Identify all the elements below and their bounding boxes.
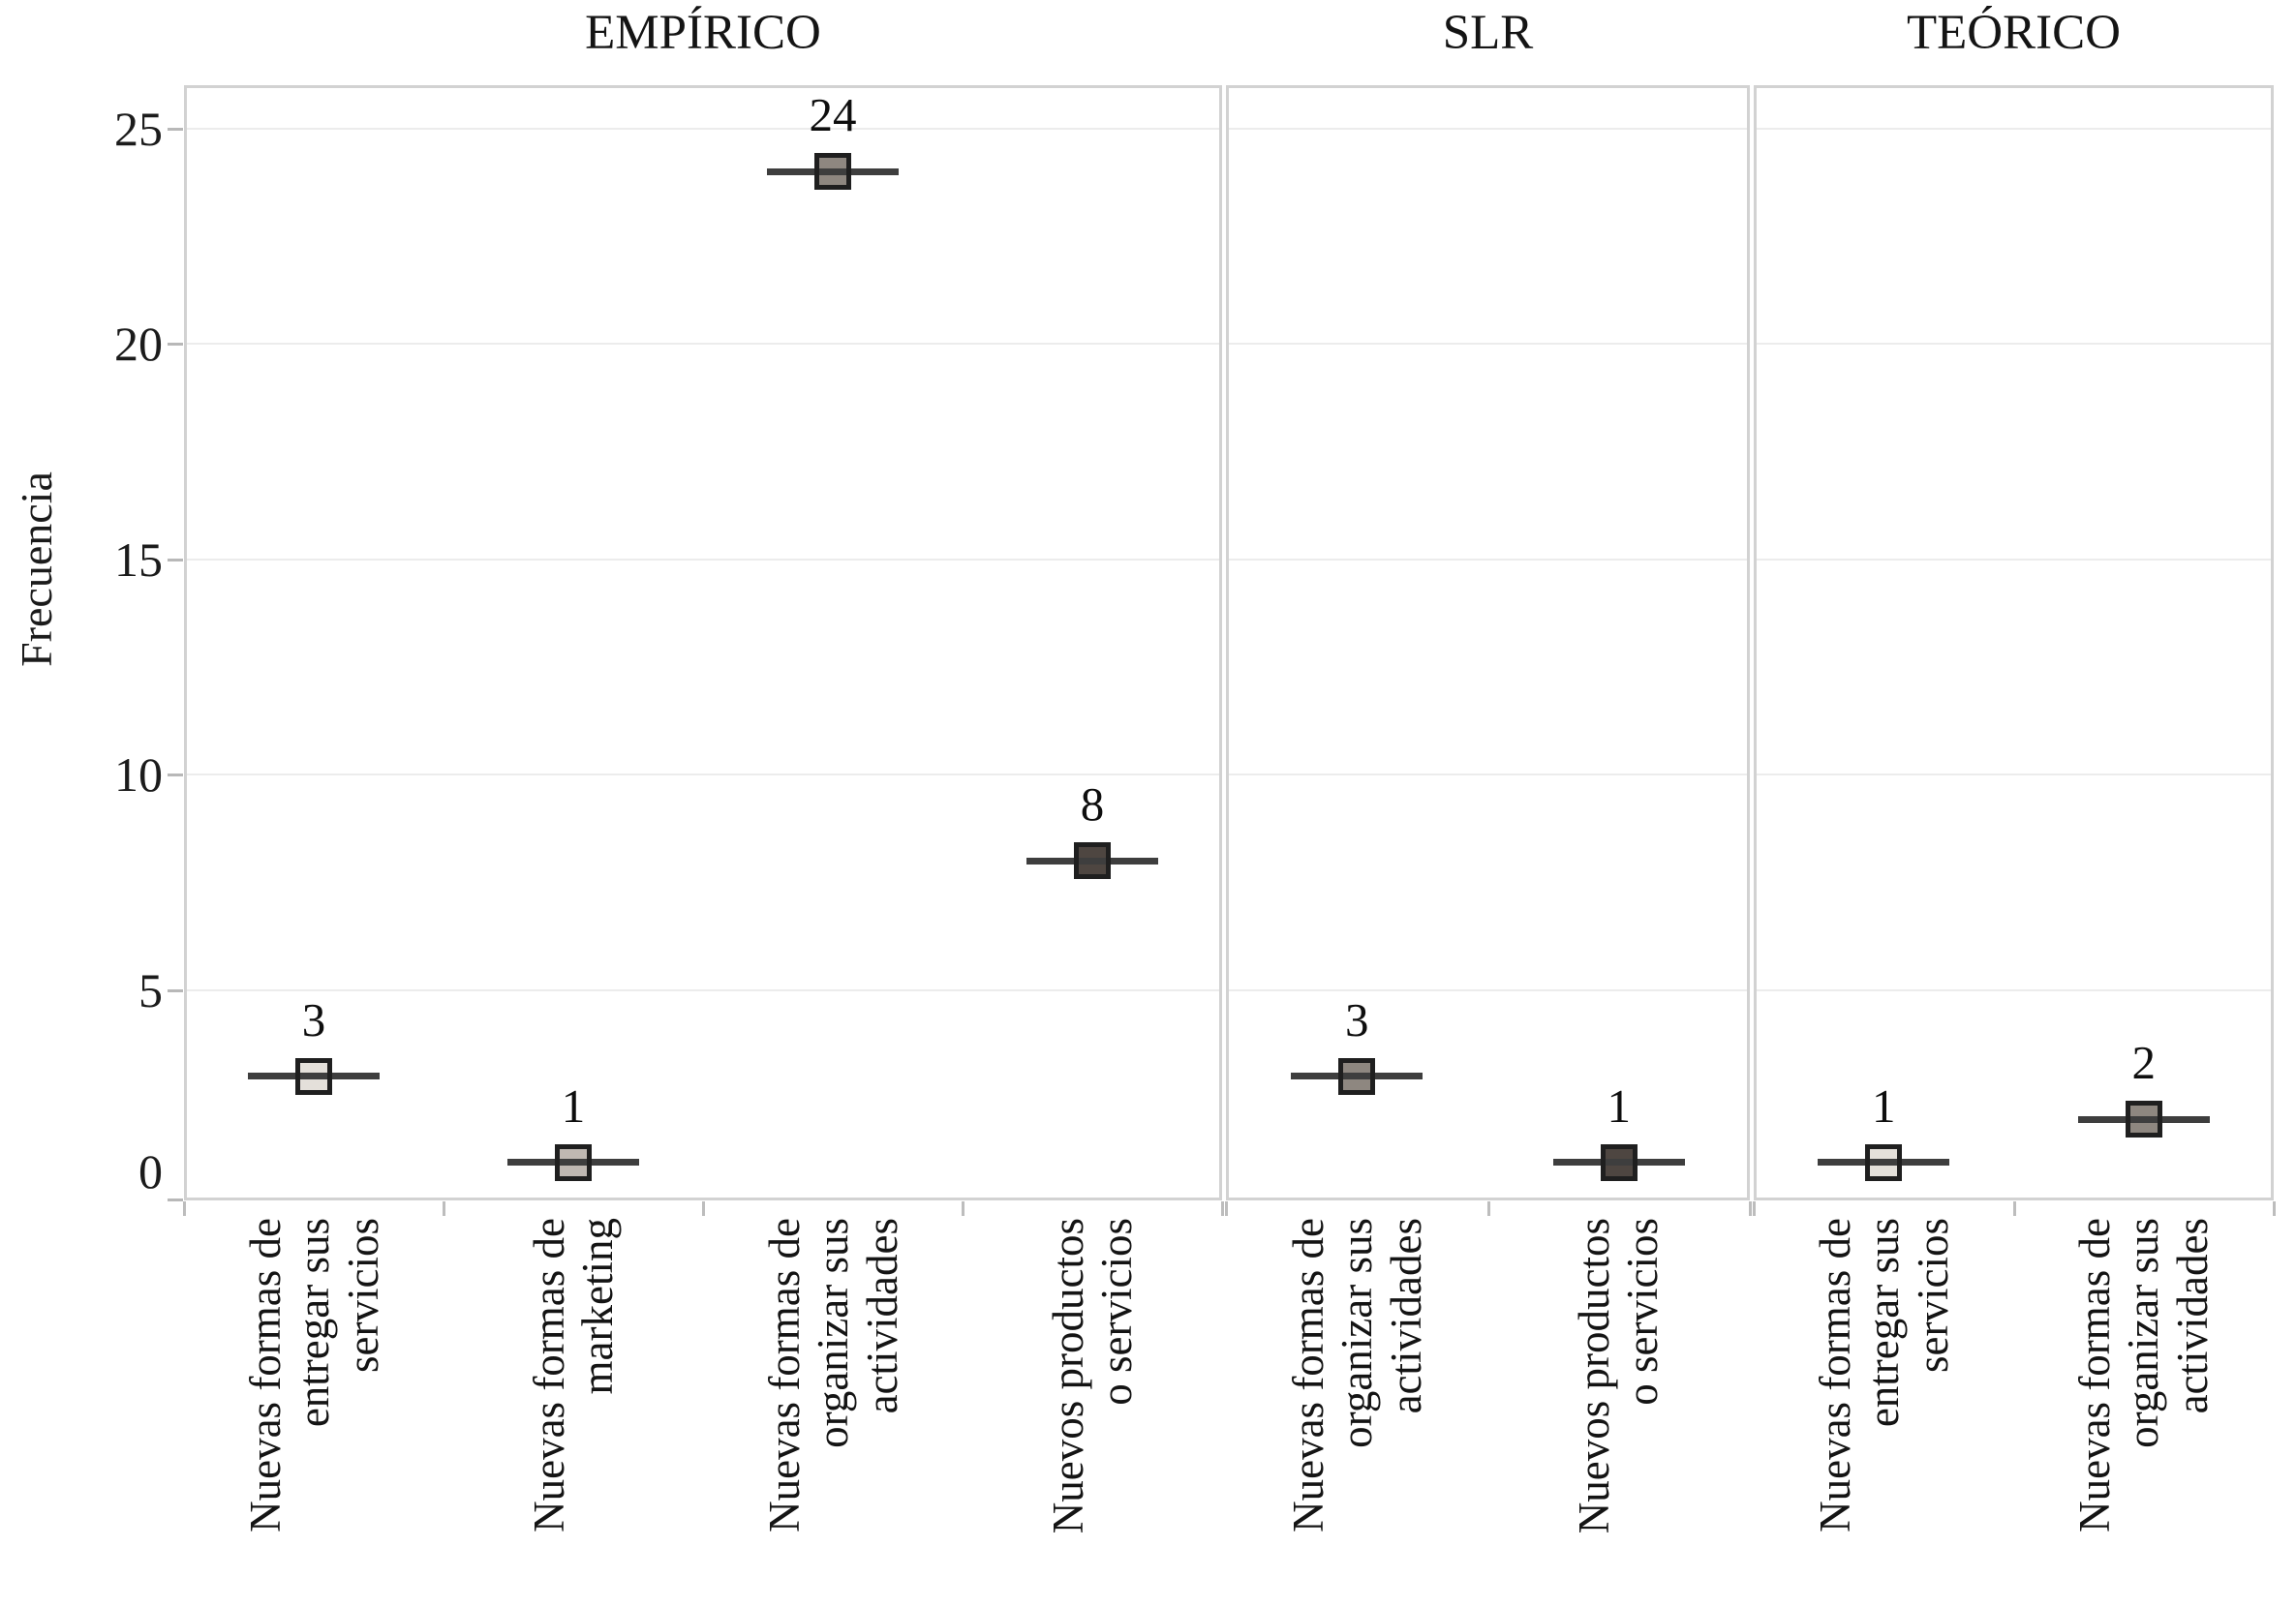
gridline xyxy=(187,774,1219,775)
value-label: 3 xyxy=(301,992,326,1047)
x-axis-tick xyxy=(1486,1201,1490,1216)
gridline xyxy=(1757,988,2271,991)
x-axis-tick xyxy=(443,1201,445,1216)
x-category-label: Nuevas formas de organizar sus actividades xyxy=(2070,1218,2218,1532)
y-tick-label: 20 xyxy=(114,317,163,371)
crossbar-inner-line xyxy=(560,1159,587,1166)
crossbar-inner-line xyxy=(1343,1073,1371,1079)
y-axis-tick xyxy=(168,988,183,992)
gridline xyxy=(1757,343,2271,345)
facet-panel xyxy=(184,85,1222,1200)
value-label: 1 xyxy=(1872,1078,1896,1133)
x-axis-tick xyxy=(1749,1201,1752,1216)
gridline xyxy=(187,127,1219,130)
x-axis-tick xyxy=(962,1201,964,1216)
crossbar-inner-line xyxy=(1870,1159,1898,1166)
x-axis-tick xyxy=(1221,1201,1224,1216)
crossbar-inner-line xyxy=(819,167,846,175)
crossbar-inner-line xyxy=(2129,1115,2158,1123)
x-category-label: Nuevas formas de entregar sus servicios xyxy=(1810,1218,1957,1532)
value-label: 8 xyxy=(1080,777,1105,831)
gridline xyxy=(1757,127,2271,130)
x-category-label: Nuevos productos o servicios xyxy=(1043,1218,1141,1534)
gridline xyxy=(1757,774,2271,775)
x-axis-tick xyxy=(2273,1201,2276,1216)
x-category-label: Nuevos productos o servicios xyxy=(1570,1218,1668,1534)
facet-title: EMPÍRICO xyxy=(585,6,821,60)
x-axis-tick xyxy=(2012,1201,2016,1216)
y-tick-label: 15 xyxy=(114,531,163,587)
x-category-label: Nuevas formas de marketing xyxy=(524,1218,622,1532)
y-axis-tick xyxy=(168,1198,183,1201)
y-axis-tick xyxy=(168,774,183,776)
gridline xyxy=(1229,127,1747,130)
y-tick-label: 5 xyxy=(138,962,163,1017)
gridline xyxy=(187,558,1219,561)
crossbar-inner-line xyxy=(1079,857,1106,865)
x-axis-tick xyxy=(183,1201,186,1216)
crossbar-inner-line xyxy=(300,1073,327,1079)
gridline xyxy=(1229,558,1747,561)
y-axis-tick xyxy=(168,127,183,131)
x-axis-tick xyxy=(1753,1201,1756,1216)
gridline xyxy=(1229,988,1747,991)
crossbar-inner-line xyxy=(1605,1159,1633,1166)
gridline xyxy=(187,988,1219,991)
gridline xyxy=(1229,774,1747,775)
x-category-label: Nuevas formas de organizar sus actividades xyxy=(1283,1218,1430,1532)
x-axis-tick xyxy=(702,1201,705,1216)
y-tick-label: 25 xyxy=(114,101,163,156)
x-category-label: Nuevas formas de entregar sus servicios xyxy=(240,1218,387,1532)
value-label: 24 xyxy=(809,88,857,141)
facet-panel xyxy=(1754,85,2274,1200)
value-label: 1 xyxy=(561,1078,586,1133)
facet-panel xyxy=(1226,85,1750,1200)
y-axis-tick xyxy=(168,343,183,346)
y-tick-label: 10 xyxy=(114,747,163,802)
y-axis-tick xyxy=(168,558,183,561)
facet-title: TEÓRICO xyxy=(1907,6,2121,60)
gridline xyxy=(187,343,1219,345)
value-label: 2 xyxy=(2131,1036,2157,1089)
gridline xyxy=(1229,343,1747,345)
value-label: 3 xyxy=(1345,992,1369,1047)
gridline xyxy=(1757,558,2271,561)
x-category-label: Nuevas formas de organizar sus actividades xyxy=(759,1218,906,1532)
facet-title: SLR xyxy=(1442,6,1534,60)
y-tick-label: 0 xyxy=(138,1144,163,1198)
x-axis-tick xyxy=(1225,1201,1228,1216)
value-label: 1 xyxy=(1607,1078,1632,1133)
